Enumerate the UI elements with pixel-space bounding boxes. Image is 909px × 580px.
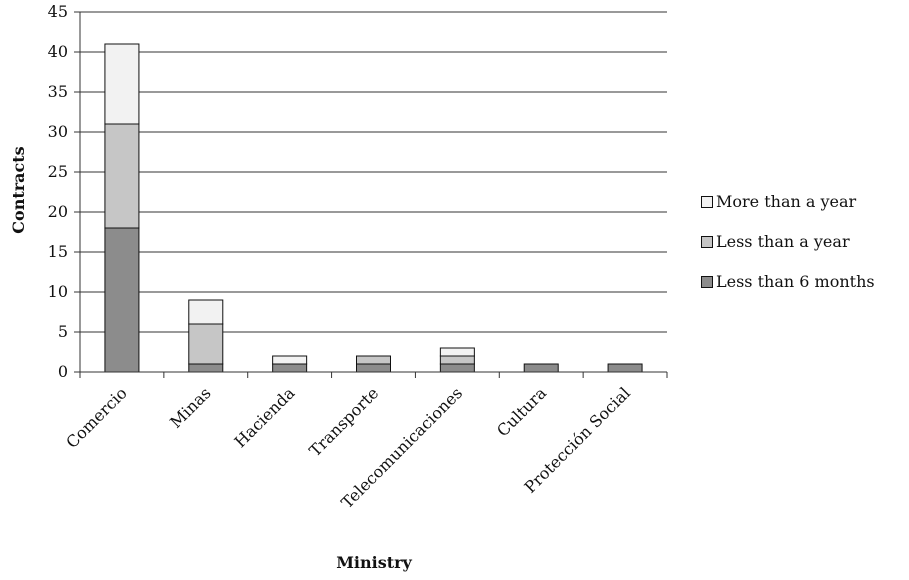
- bar-segment: [188, 323, 224, 365]
- x-tick-label: Comercio: [62, 383, 131, 452]
- x-tick-label: Minas: [166, 383, 214, 431]
- y-tick-label: 0: [58, 362, 68, 381]
- y-tick-label: 30: [48, 122, 68, 141]
- y-tick-label: 35: [48, 82, 68, 101]
- bar-segment: [272, 363, 308, 373]
- legend-swatch: [701, 236, 713, 248]
- y-tick-labels: 0 5 10 15 20 25 30 35 40 45: [48, 2, 68, 381]
- bar-segment: [439, 363, 475, 373]
- x-tick-labels: Comercio Minas Hacienda TransporteTelecomun…: [62, 383, 634, 512]
- bar-segment: [356, 355, 391, 365]
- y-tick-label: 45: [48, 2, 68, 21]
- legend-swatch: [701, 196, 713, 208]
- gridlines: [80, 11, 667, 333]
- x-tick-label: Cultura: [493, 383, 550, 440]
- bar-segment: [188, 299, 224, 325]
- bar-segment: [356, 363, 391, 373]
- bar-segment: [607, 363, 643, 373]
- bar-segment: [272, 355, 308, 365]
- legend: More than a year Less than a year Less tha…: [701, 192, 875, 291]
- x-tick-label: Hacienda: [231, 383, 299, 451]
- bar-segment: [523, 363, 559, 373]
- y-tick-label: 15: [48, 242, 68, 261]
- bar-segment: [439, 355, 475, 365]
- y-tick-label: 5: [58, 322, 68, 341]
- bar-segment: [104, 123, 140, 229]
- legend-swatch: [701, 276, 713, 288]
- bars: [104, 43, 643, 373]
- legend-label: Less than a year: [716, 232, 850, 251]
- legend-label: Less than 6 months: [716, 272, 875, 291]
- bar-segment: [104, 227, 140, 373]
- y-tick-label: 10: [48, 282, 68, 301]
- y-axis-title: Contracts: [9, 146, 28, 233]
- x-axis-title: Ministry: [336, 553, 412, 572]
- y-tick-label: 40: [48, 42, 68, 61]
- axes: [74, 11, 668, 378]
- x-tick-label: Transporte: [305, 383, 382, 460]
- bar-segment: [439, 347, 475, 357]
- legend-label: More than a year: [716, 192, 857, 211]
- bar-segment: [188, 363, 224, 373]
- bar-segment: [104, 43, 140, 125]
- y-tick-label: 25: [48, 162, 68, 181]
- y-tick-label: 20: [48, 202, 68, 221]
